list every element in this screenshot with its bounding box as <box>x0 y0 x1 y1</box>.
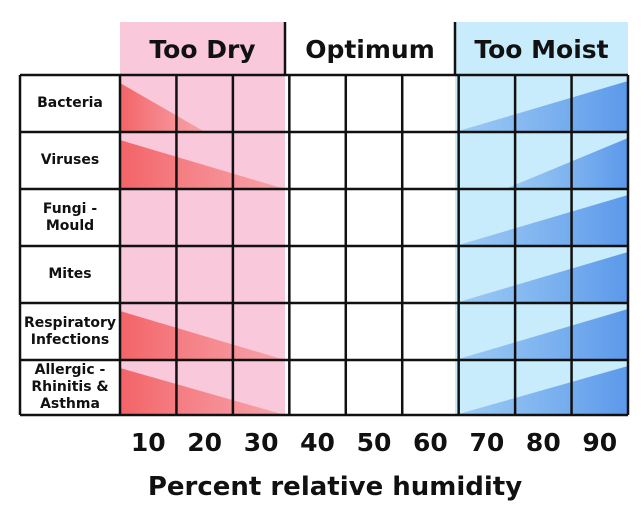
wedges <box>120 81 628 415</box>
wedge <box>455 366 628 415</box>
zone-label: Too Moist <box>474 34 609 64</box>
row-label: Allergic - Rhinitis & Asthma <box>31 362 109 412</box>
wedge <box>120 311 285 360</box>
grid-lines <box>18 22 630 417</box>
row-label: Bacteria <box>37 95 103 111</box>
x-tick-label: 20 <box>187 428 223 457</box>
wedge <box>455 195 628 246</box>
row-label: Respiratory Infections <box>23 314 117 348</box>
row-label: Mites <box>48 266 92 282</box>
row-label: Fungi - Mould <box>42 200 98 234</box>
wedge <box>120 368 285 415</box>
wedge <box>120 140 285 189</box>
x-tick-label: 70 <box>469 428 505 457</box>
x-tick-label: 90 <box>582 428 618 457</box>
x-tick-label: 30 <box>243 428 279 457</box>
x-tick-label: 10 <box>130 428 166 457</box>
wedge <box>455 81 628 132</box>
wedge <box>120 83 205 132</box>
wedge <box>455 309 628 360</box>
zone-label: Optimum <box>305 34 435 64</box>
row-label: Viruses <box>40 152 100 168</box>
x-axis-label: Percent relative humidity <box>147 472 523 502</box>
x-tick-label: 50 <box>356 428 392 457</box>
wedge <box>455 252 628 303</box>
zone-label: Too Dry <box>149 34 256 64</box>
x-tick-label: 40 <box>300 428 335 457</box>
x-tick-label: 80 <box>525 428 561 457</box>
x-tick-label: 60 <box>413 428 448 457</box>
wedge <box>505 138 628 189</box>
